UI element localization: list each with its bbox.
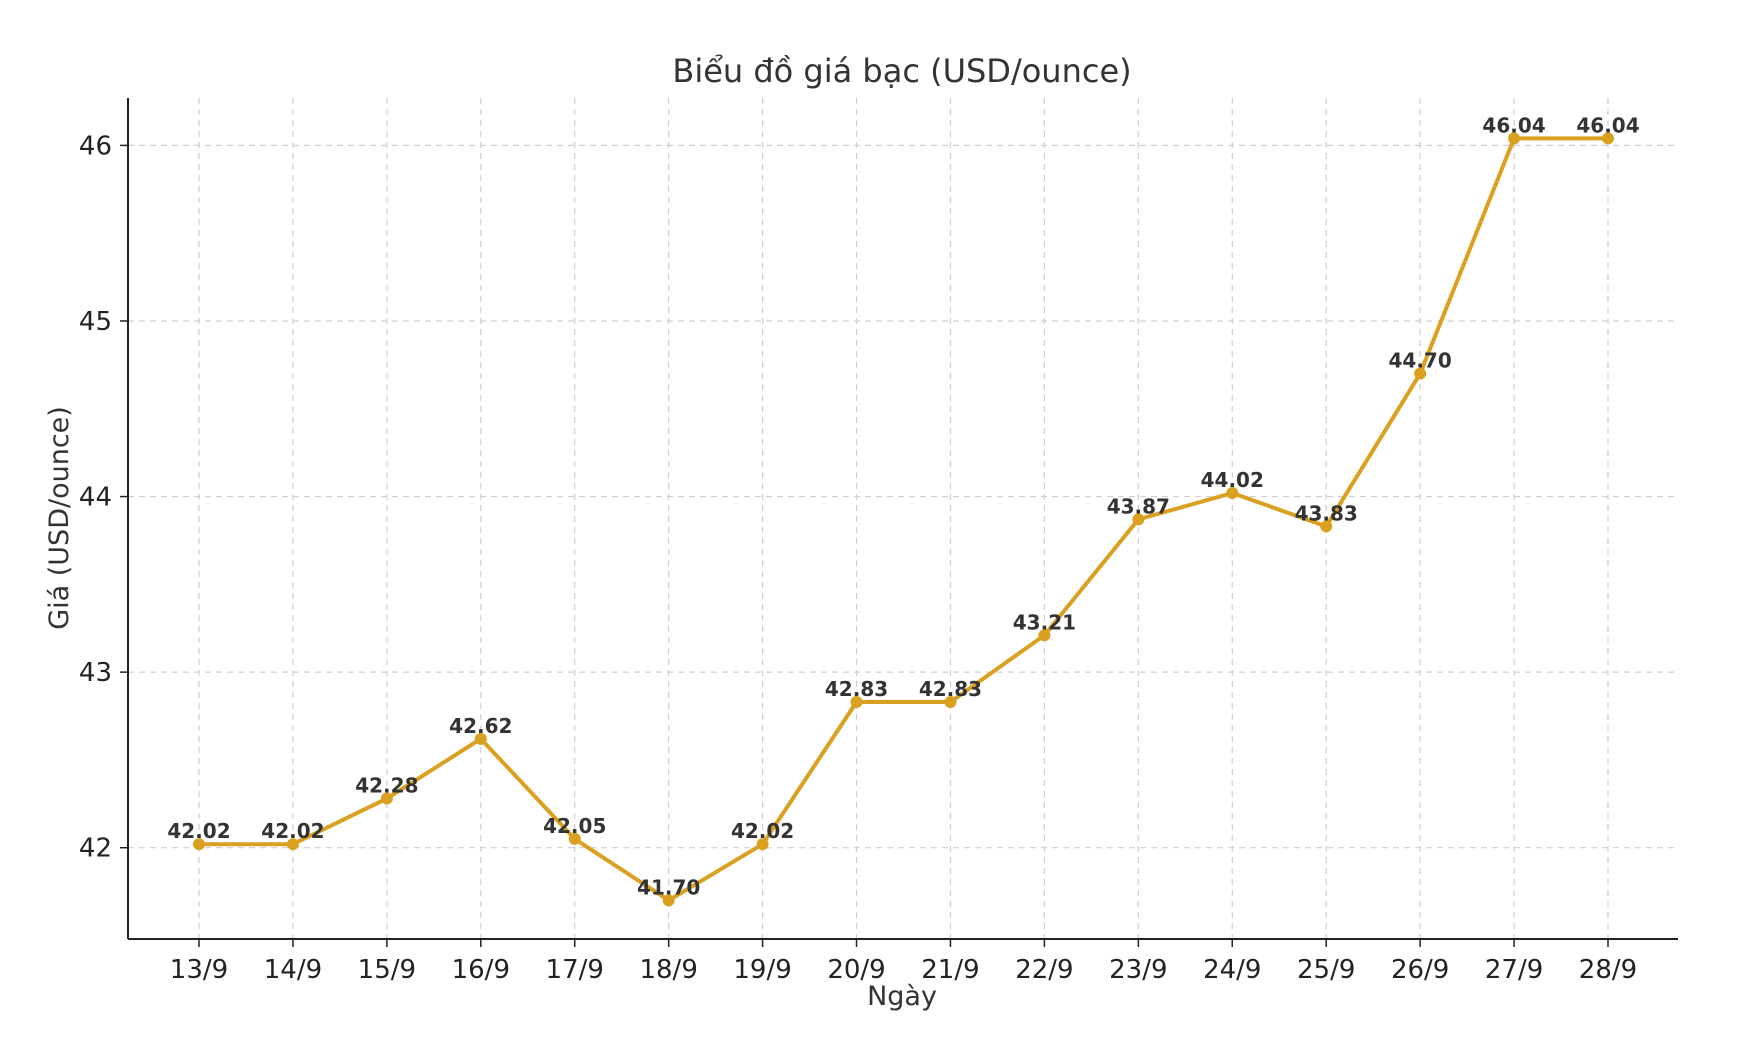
data-point <box>1320 520 1333 533</box>
series-line <box>199 136 1608 903</box>
x-tick-label: 13/9 <box>170 955 228 985</box>
data-label: 44.70 <box>1389 349 1452 373</box>
x-tick-label: 16/9 <box>452 955 510 985</box>
data-label: 44.02 <box>1201 468 1264 492</box>
x-tick-label: 22/9 <box>1015 955 1073 985</box>
x-tick-label: 14/9 <box>264 955 322 985</box>
x-tick-label: 21/9 <box>921 955 979 985</box>
data-label: 41.70 <box>637 875 700 899</box>
series-silver-price <box>193 132 1614 907</box>
x-tick-label: 23/9 <box>1109 955 1167 985</box>
data-label: 46.04 <box>1576 113 1639 137</box>
x-tick-label: 25/9 <box>1297 955 1355 985</box>
y-tick-label: 43 <box>79 658 112 688</box>
x-tick-label: 18/9 <box>639 955 697 985</box>
data-label: 43.87 <box>1107 494 1170 518</box>
data-label: 42.02 <box>261 819 324 843</box>
data-label: 43.21 <box>1013 610 1076 634</box>
data-point <box>380 792 393 805</box>
x-tick-label: 20/9 <box>827 955 885 985</box>
x-tick-label: 17/9 <box>546 955 604 985</box>
x-tick-label: 24/9 <box>1203 955 1261 985</box>
x-tick-label: 15/9 <box>358 955 416 985</box>
chart-title: Biểu đồ giá bạc (USD/ounce) <box>672 52 1131 90</box>
data-point <box>193 838 205 851</box>
data-point <box>1038 629 1051 642</box>
data-label: 42.02 <box>731 819 794 843</box>
x-tick-label: 26/9 <box>1391 955 1449 985</box>
y-tick-label: 46 <box>79 131 112 161</box>
ticks: 13/9 14/9 15/9 16/9 17/9 18/9 19/9 20/9 21/9 22/9… <box>79 131 1637 985</box>
data-point <box>568 832 581 845</box>
data-label: 46.04 <box>1482 113 1545 137</box>
data-label: 42.02 <box>167 819 230 843</box>
data-label: 42.05 <box>543 814 606 838</box>
y-tick-label: 42 <box>79 834 112 864</box>
data-point <box>1414 367 1427 380</box>
data-point <box>944 695 957 708</box>
x-tick-label: 27/9 <box>1485 955 1543 985</box>
data-point <box>286 838 299 851</box>
data-point <box>1602 132 1614 145</box>
data-label: 42.28 <box>355 774 418 798</box>
y-tick-label: 45 <box>79 307 112 337</box>
data-point <box>662 894 675 907</box>
x-tick-label: 28/9 <box>1579 955 1637 985</box>
data-point <box>756 838 769 851</box>
data-labels: 42.02 42.02 42.28 42.62 42.05 41.70 42.02 42.83… <box>167 113 1639 899</box>
data-label: 42.83 <box>825 677 888 701</box>
data-label: 42.62 <box>449 714 512 738</box>
x-axis-label: Ngày <box>867 981 937 1012</box>
data-point <box>474 732 487 745</box>
data-point <box>850 695 863 708</box>
grid-lines <box>128 98 1678 939</box>
data-label: 42.83 <box>919 677 982 701</box>
data-point <box>1508 132 1521 145</box>
data-point <box>1226 487 1239 500</box>
x-tick-label: 19/9 <box>733 955 791 985</box>
data-label: 43.83 <box>1295 501 1358 525</box>
data-point <box>1132 513 1145 526</box>
y-axis-label: Giá (USD/ounce) <box>44 406 75 630</box>
y-tick-label: 44 <box>79 483 112 513</box>
